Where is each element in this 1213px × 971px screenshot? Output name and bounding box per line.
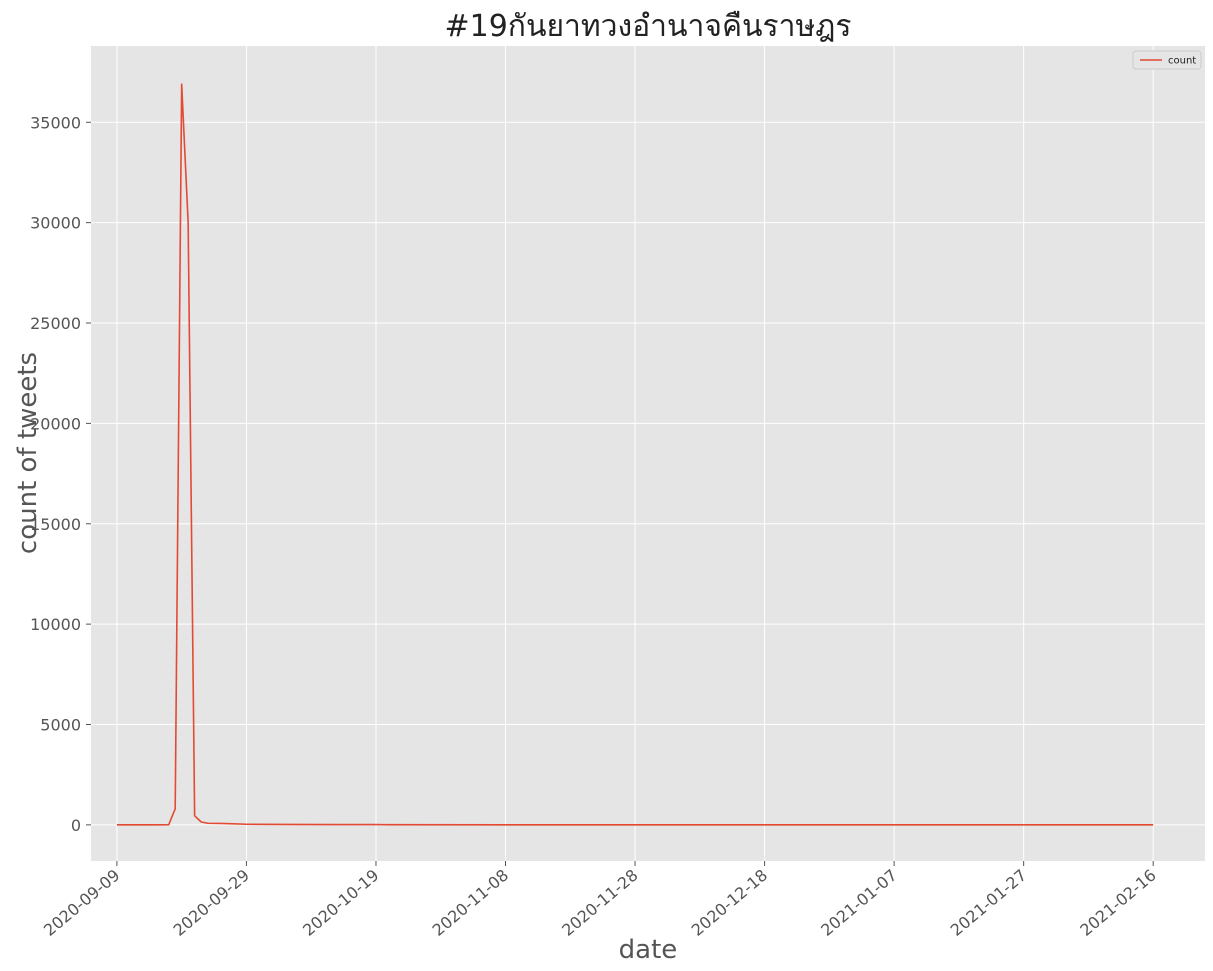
- y-axis-ticks: 0 5000 10000 15000 20000 25000 30000 35000: [30, 113, 91, 835]
- x-tick-label: 2021-02-16: [1076, 866, 1159, 940]
- legend-label: count: [1168, 56, 1196, 67]
- x-axis-ticks: 2020-09-09 2020-09-29 2020-10-19 2020-11-08…: [40, 861, 1160, 940]
- y-tick-label: 10000: [30, 615, 81, 634]
- y-tick-label: 5000: [40, 715, 81, 734]
- x-tick-label: 2020-09-09: [40, 866, 123, 940]
- grid: [91, 46, 1205, 861]
- x-axis-label: date: [619, 935, 678, 965]
- y-tick-label: 15000: [30, 515, 81, 534]
- y-axis-label: count of tweets: [13, 352, 43, 554]
- y-tick-label: 35000: [30, 113, 81, 132]
- x-tick-label: 2020-11-08: [429, 866, 512, 940]
- chart-title: #19กันยาทวงอำนาจคืนราษฎร: [444, 9, 851, 44]
- x-tick-label: 2021-01-27: [947, 866, 1030, 940]
- series-line-count: [116, 83, 1154, 826]
- y-tick-label: 0: [71, 816, 81, 835]
- x-tick-label: 2021-01-07: [817, 866, 900, 940]
- x-tick-label: 2020-10-19: [299, 866, 382, 940]
- x-tick-label: 2020-11-28: [558, 866, 641, 940]
- x-tick-label: 2020-12-18: [688, 866, 771, 940]
- legend: count: [1132, 50, 1202, 70]
- x-tick-label: 2020-09-29: [170, 866, 253, 940]
- y-tick-label: 20000: [30, 414, 81, 433]
- series-layer: [116, 83, 1154, 826]
- plot-background: [91, 46, 1205, 861]
- y-tick-label: 30000: [30, 214, 81, 233]
- y-tick-label: 25000: [30, 314, 81, 333]
- legend-box: [1132, 50, 1202, 70]
